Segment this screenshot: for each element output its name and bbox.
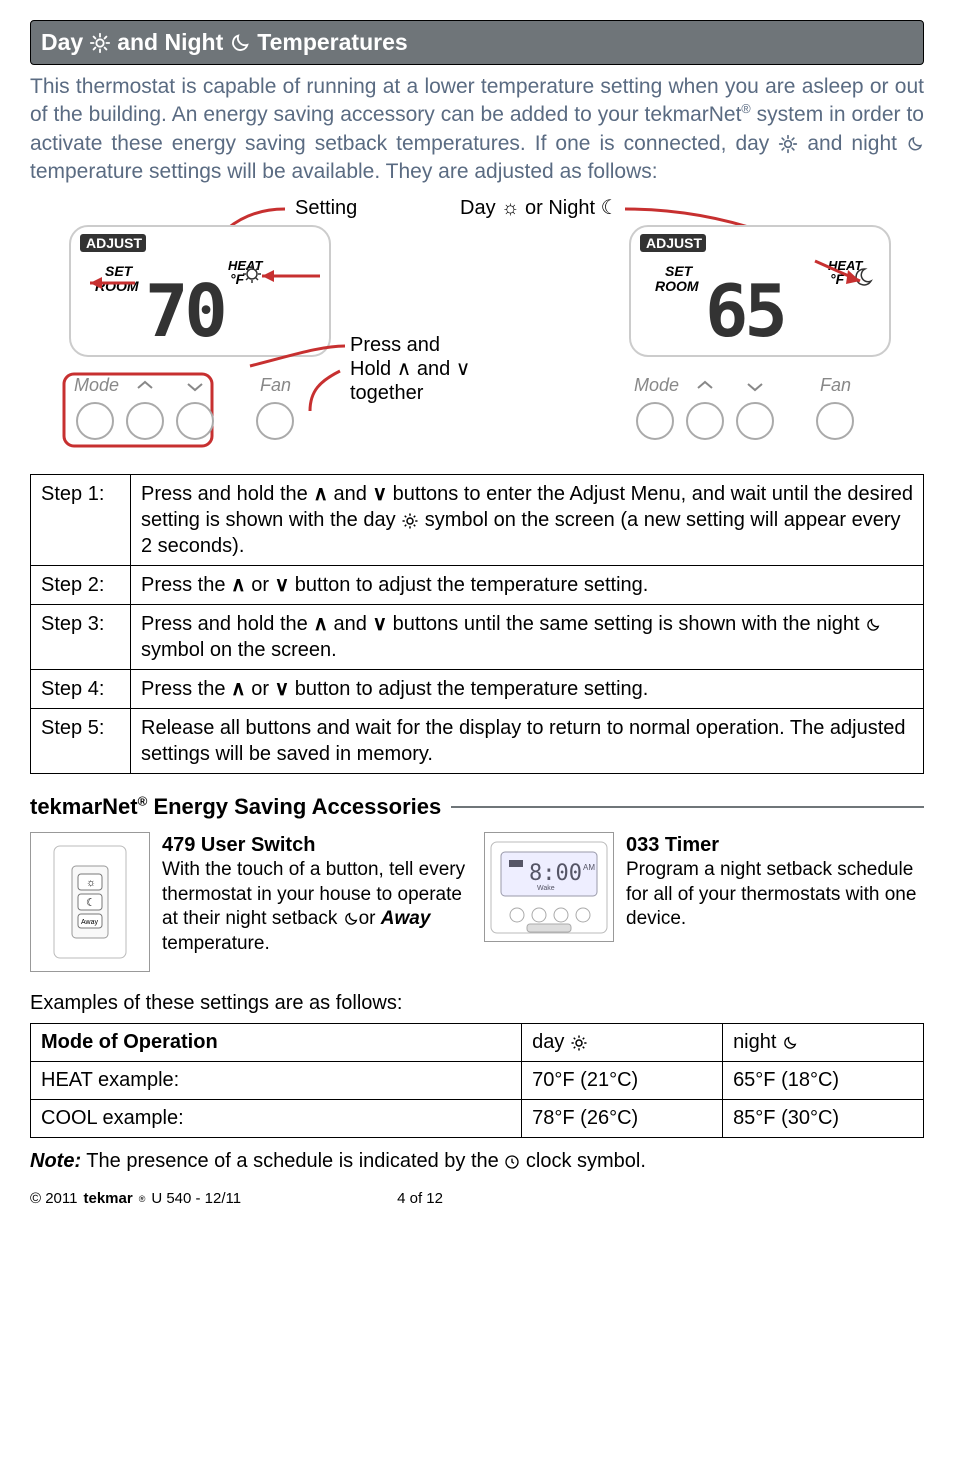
thermostat-diagrams: Setting Day ☼ or Night ☾ ADJUST SET ROOM… xyxy=(30,196,924,456)
accessory-text: 033 Timer Program a night setback schedu… xyxy=(626,832,924,972)
svg-text:Away: Away xyxy=(81,919,98,926)
chevron-down-icon: ∨ xyxy=(372,613,387,635)
sun-icon xyxy=(778,134,798,154)
svg-text:Mode: Mode xyxy=(634,375,679,395)
sun-icon xyxy=(401,512,419,530)
sun-icon xyxy=(89,32,111,54)
header-text-post: Temperatures xyxy=(257,27,407,58)
step1-label: Step 1: xyxy=(31,475,131,566)
col-header-mode: Mode of Operation xyxy=(31,1024,522,1062)
header-text-day: Day xyxy=(41,27,83,58)
clock-icon xyxy=(504,1154,520,1170)
accessory-text: 479 User Switch With the touch of a butt… xyxy=(162,832,470,972)
svg-text:☾: ☾ xyxy=(86,897,96,909)
accessories-row: ☼ ☾ Away 479 User Switch With the touch … xyxy=(30,832,924,972)
step2-label: Step 2: xyxy=(31,566,131,605)
col-header-night: night xyxy=(723,1024,924,1062)
step5-label: Step 5: xyxy=(31,709,131,774)
svg-text:Fan: Fan xyxy=(260,375,291,395)
svg-text:°F: °F xyxy=(230,271,245,287)
svg-text:ROOM: ROOM xyxy=(655,278,699,294)
svg-text:together: together xyxy=(350,382,424,404)
step5-text: Release all buttons and wait for the dis… xyxy=(131,709,924,774)
step4-label: Step 4: xyxy=(31,670,131,709)
svg-text:Hold ∧ and ∨: Hold ∧ and ∨ xyxy=(350,358,470,380)
moon-icon xyxy=(906,135,924,153)
table-row: Step 1: Press and hold the ∧ and ∨ butto… xyxy=(31,475,924,566)
svg-text:AM: AM xyxy=(583,863,595,872)
intro-paragraph: This thermostat is capable of running at… xyxy=(30,73,924,186)
svg-text:SET: SET xyxy=(105,263,134,279)
svg-text:ADJUST: ADJUST xyxy=(86,235,142,251)
svg-text:65: 65 xyxy=(705,269,784,353)
label-daynight: Day ☼ or Night ☾ xyxy=(460,197,619,219)
footer: © 2011 tekmar® U 540 - 12/11 4 of 12 xyxy=(30,1189,924,1209)
step4-text: Press the ∧ or ∨ button to adjust the te… xyxy=(131,670,924,709)
svg-text:Wake: Wake xyxy=(537,885,555,892)
table-row: Mode of Operation day night xyxy=(31,1024,924,1062)
svg-text:Mode: Mode xyxy=(74,375,119,395)
examples-intro: Examples of these settings are as follow… xyxy=(30,990,924,1017)
chevron-down-icon: ∨ xyxy=(275,574,290,596)
chevron-up-icon: ∧ xyxy=(313,613,328,635)
step3-text: Press and hold the ∧ and ∨ buttons until… xyxy=(131,605,924,670)
header-text-mid: and Night xyxy=(117,27,223,58)
accessory-image: ☼ ☾ Away xyxy=(30,832,150,972)
steps-table: Step 1: Press and hold the ∧ and ∨ butto… xyxy=(30,474,924,774)
svg-text:SET: SET xyxy=(665,263,694,279)
moon-icon xyxy=(865,617,881,633)
step1-text: Press and hold the ∧ and ∨ buttons to en… xyxy=(131,475,924,566)
table-row: Step 5: Release all buttons and wait for… xyxy=(31,709,924,774)
svg-text:HEAT: HEAT xyxy=(228,258,263,273)
table-row: COOL example: 78°F (26°C) 85°F (30°C) xyxy=(31,1100,924,1138)
moon-icon xyxy=(229,32,251,54)
svg-text:70: 70 xyxy=(145,269,224,353)
examples-table: Mode of Operation day night HEAT example… xyxy=(30,1023,924,1138)
section-header: Day and Night Temperatures xyxy=(30,20,924,65)
cell-mode: COOL example: xyxy=(31,1100,522,1138)
accessories-heading: tekmarNet® Energy Saving Accessories xyxy=(30,792,924,822)
moon-icon xyxy=(782,1035,798,1051)
cell-day: 78°F (26°C) xyxy=(522,1100,723,1138)
note: Note: The presence of a schedule is indi… xyxy=(30,1148,924,1175)
cell-mode: HEAT example: xyxy=(31,1062,522,1100)
step3-label: Step 3: xyxy=(31,605,131,670)
svg-text:☼: ☼ xyxy=(86,877,96,889)
svg-text:ADJUST: ADJUST xyxy=(646,235,702,251)
table-row: Step 4: Press the ∧ or ∨ button to adjus… xyxy=(31,670,924,709)
accessory-item: 8:00 AM Wake 033 Timer Program a night s… xyxy=(484,832,924,972)
chevron-up-icon: ∧ xyxy=(313,483,328,505)
chevron-up-icon: ∧ xyxy=(231,574,246,596)
page-number: 4 of 12 xyxy=(397,1189,443,1209)
table-row: HEAT example: 70°F (21°C) 65°F (18°C) xyxy=(31,1062,924,1100)
col-header-day: day xyxy=(522,1024,723,1062)
accessory-image: 8:00 AM Wake xyxy=(484,832,614,942)
step2-text: Press the ∧ or ∨ button to adjust the te… xyxy=(131,566,924,605)
svg-text:8:00: 8:00 xyxy=(529,861,582,886)
accessory-item: ☼ ☾ Away 479 User Switch With the touch … xyxy=(30,832,470,972)
divider xyxy=(451,806,924,808)
cell-day: 70°F (21°C) xyxy=(522,1062,723,1100)
svg-text:Press and: Press and xyxy=(350,334,440,356)
label-setting: Setting xyxy=(295,197,357,219)
sun-icon xyxy=(570,1034,588,1052)
accessory-title: 033 Timer xyxy=(626,832,924,858)
cell-night: 85°F (30°C) xyxy=(723,1100,924,1138)
accessory-title: 479 User Switch xyxy=(162,832,470,858)
chevron-down-icon: ∨ xyxy=(275,678,290,700)
diagram-svg: Setting Day ☼ or Night ☾ ADJUST SET ROOM… xyxy=(30,196,924,456)
table-row: Step 2: Press the ∧ or ∨ button to adjus… xyxy=(31,566,924,605)
chevron-down-icon: ∨ xyxy=(372,483,387,505)
cell-night: 65°F (18°C) xyxy=(723,1062,924,1100)
chevron-up-icon: ∧ xyxy=(231,678,246,700)
svg-text:Fan: Fan xyxy=(820,375,851,395)
table-row: Step 3: Press and hold the ∧ and ∨ butto… xyxy=(31,605,924,670)
moon-icon xyxy=(343,911,359,927)
